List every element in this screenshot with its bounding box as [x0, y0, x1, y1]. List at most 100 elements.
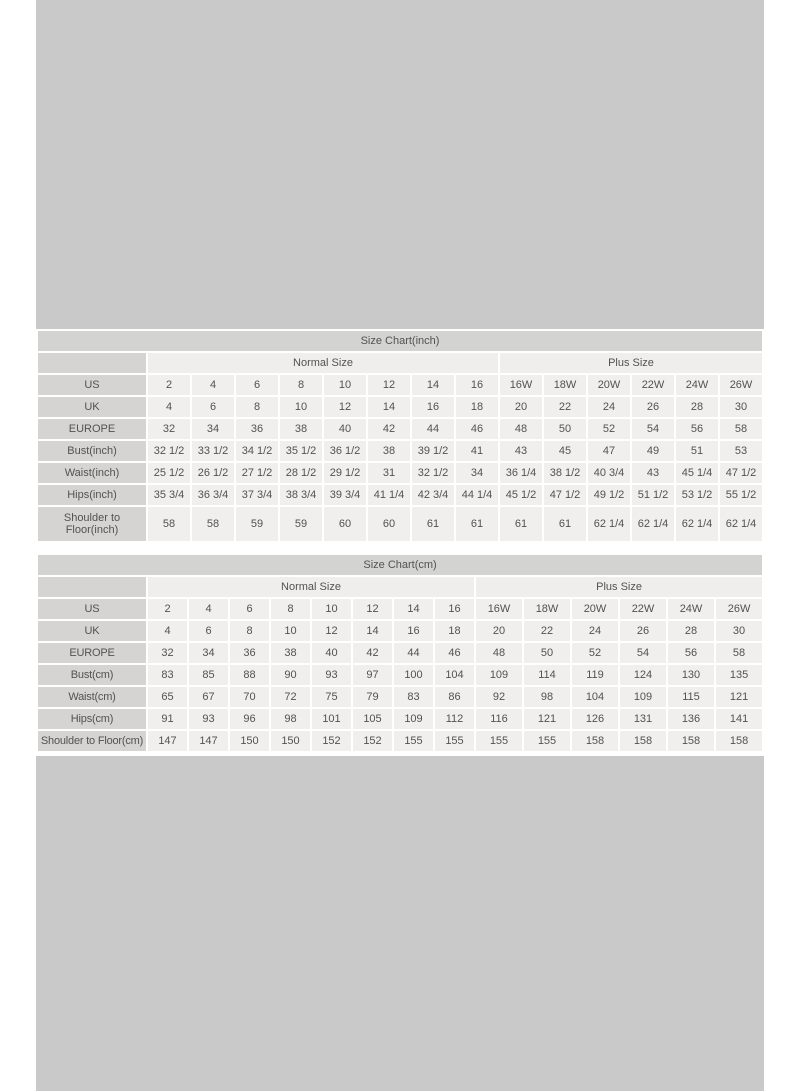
- size-value-cell: 45: [544, 441, 586, 461]
- size-value-cell: 116: [476, 709, 522, 729]
- size-value-cell: 34 1/2: [236, 441, 278, 461]
- size-value-cell: 109: [394, 709, 433, 729]
- size-value-cell: 121: [524, 709, 570, 729]
- size-value-cell: 56: [676, 419, 718, 439]
- page-content: Size Chart(inch) Normal Size Plus Size U…: [36, 0, 765, 1091]
- size-value-cell: 4: [189, 599, 228, 619]
- image-placeholder-top: [36, 0, 764, 329]
- size-value-cell: 43: [632, 463, 674, 483]
- size-value-cell: 58: [716, 643, 763, 663]
- row-label: Hips(inch): [38, 485, 146, 505]
- size-value-cell: 36 1/2: [324, 441, 366, 461]
- size-value-cell: 24W: [668, 599, 714, 619]
- size-value-cell: 20: [476, 621, 522, 641]
- size-value-cell: 48: [476, 643, 522, 663]
- size-value-cell: 8: [230, 621, 269, 641]
- size-value-cell: 33 1/2: [192, 441, 234, 461]
- table-row: US 2 4 6 8 10 12 14 16 16W 18W 20W 22W 2…: [38, 599, 763, 619]
- size-value-cell: 24: [588, 397, 630, 417]
- group-header-plus-size: Plus Size: [500, 353, 762, 373]
- size-value-cell: 40: [324, 419, 366, 439]
- size-value-cell: 24: [572, 621, 618, 641]
- size-value-cell: 8: [236, 397, 278, 417]
- size-value-cell: 32 1/2: [148, 441, 190, 461]
- size-value-cell: 38: [271, 643, 310, 663]
- size-value-cell: 152: [312, 731, 351, 751]
- size-value-cell: 155: [394, 731, 433, 751]
- size-value-cell: 30: [716, 621, 763, 641]
- size-value-cell: 115: [668, 687, 714, 707]
- size-value-cell: 62 1/4: [676, 507, 718, 541]
- table-row: Waist(cm) 65 67 70 72 75 79 83 86 92 98 …: [38, 687, 763, 707]
- row-label: Waist(cm): [38, 687, 146, 707]
- size-value-cell: 45 1/2: [500, 485, 542, 505]
- size-value-cell: 54: [632, 419, 674, 439]
- row-label: Bust(inch): [38, 441, 146, 461]
- size-value-cell: 44 1/4: [456, 485, 498, 505]
- size-value-cell: 141: [716, 709, 763, 729]
- size-value-cell: 8: [280, 375, 322, 395]
- size-value-cell: 62 1/4: [632, 507, 674, 541]
- size-value-cell: 52: [572, 643, 618, 663]
- size-value-cell: 14: [353, 621, 392, 641]
- size-value-cell: 2: [148, 375, 190, 395]
- size-value-cell: 61: [456, 507, 498, 541]
- size-value-cell: 14: [394, 599, 433, 619]
- size-value-cell: 60: [368, 507, 410, 541]
- size-value-cell: 45 1/4: [676, 463, 718, 483]
- size-value-cell: 147: [148, 731, 187, 751]
- row-label: EUROPE: [38, 419, 146, 439]
- size-value-cell: 67: [189, 687, 228, 707]
- size-value-cell: 4: [192, 375, 234, 395]
- size-value-cell: 18W: [524, 599, 570, 619]
- size-value-cell: 16: [435, 599, 474, 619]
- size-value-cell: 44: [412, 419, 454, 439]
- size-value-cell: 26: [620, 621, 666, 641]
- size-value-cell: 47 1/2: [720, 463, 762, 483]
- size-value-cell: 38 1/2: [544, 463, 586, 483]
- corner-cell: [38, 353, 146, 373]
- row-label: Waist(inch): [38, 463, 146, 483]
- size-value-cell: 98: [524, 687, 570, 707]
- size-value-cell: 105: [353, 709, 392, 729]
- size-value-cell: 119: [572, 665, 618, 685]
- size-value-cell: 16W: [476, 599, 522, 619]
- size-value-cell: 62 1/4: [588, 507, 630, 541]
- row-label: Shoulder to Floor(inch): [38, 507, 146, 541]
- size-value-cell: 2: [148, 599, 187, 619]
- size-value-cell: 26W: [720, 375, 762, 395]
- table-row: EUROPE 32 34 36 38 40 42 44 46 48 50 52 …: [38, 419, 762, 439]
- size-value-cell: 109: [476, 665, 522, 685]
- size-value-cell: 10: [280, 397, 322, 417]
- size-value-cell: 83: [394, 687, 433, 707]
- size-value-cell: 152: [353, 731, 392, 751]
- size-value-cell: 51: [676, 441, 718, 461]
- size-value-cell: 93: [312, 665, 351, 685]
- table-row: US 2 4 6 8 10 12 14 16 16W 18W 20W 22W 2…: [38, 375, 762, 395]
- row-label: Bust(cm): [38, 665, 146, 685]
- size-value-cell: 158: [716, 731, 763, 751]
- size-value-cell: 72: [271, 687, 310, 707]
- size-value-cell: 101: [312, 709, 351, 729]
- row-label: UK: [38, 397, 146, 417]
- size-value-cell: 29 1/2: [324, 463, 366, 483]
- size-value-cell: 34: [192, 419, 234, 439]
- size-value-cell: 22: [544, 397, 586, 417]
- size-value-cell: 22: [524, 621, 570, 641]
- size-value-cell: 98: [271, 709, 310, 729]
- table-title: Size Chart(inch): [38, 331, 762, 351]
- size-value-cell: 158: [620, 731, 666, 751]
- size-value-cell: 4: [148, 621, 187, 641]
- group-header-plus-size: Plus Size: [476, 577, 763, 597]
- size-value-cell: 126: [572, 709, 618, 729]
- table-title-row: Size Chart(cm): [38, 555, 763, 575]
- size-value-cell: 65: [148, 687, 187, 707]
- size-value-cell: 155: [476, 731, 522, 751]
- size-value-cell: 59: [236, 507, 278, 541]
- size-value-cell: 70: [230, 687, 269, 707]
- size-value-cell: 38: [368, 441, 410, 461]
- table-row: Hips(inch) 35 3/4 36 3/4 37 3/4 38 3/4 3…: [38, 485, 762, 505]
- size-value-cell: 12: [324, 397, 366, 417]
- size-value-cell: 53 1/2: [676, 485, 718, 505]
- size-value-cell: 136: [668, 709, 714, 729]
